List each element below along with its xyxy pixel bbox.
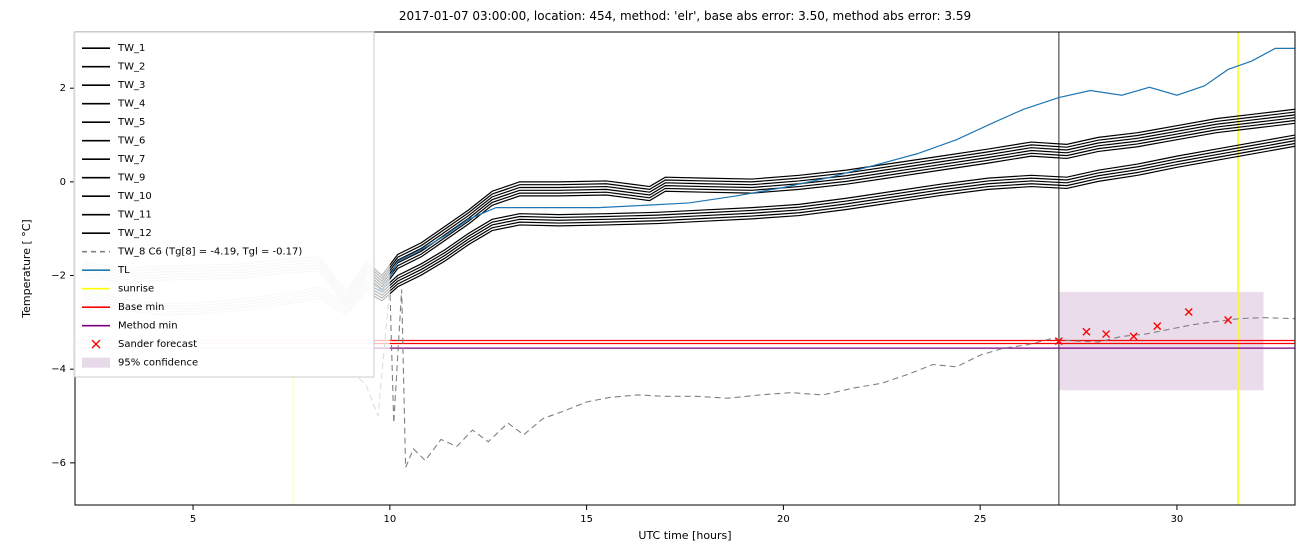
legend-label: TW_8 C6 (Tg[8] = -4.19, Tgl = -0.17) xyxy=(117,247,302,258)
x-tick-label: 10 xyxy=(383,514,396,525)
legend-label: TW_7 xyxy=(117,154,145,165)
legend-label: TW_6 xyxy=(117,136,145,147)
y-tick-label: 0 xyxy=(60,177,66,188)
y-axis-label: Temperature [ °C] xyxy=(20,219,33,318)
y-tick-label: −6 xyxy=(51,458,66,469)
x-tick-label: 15 xyxy=(580,514,593,525)
legend-label: sunrise xyxy=(118,284,154,295)
x-tick-label: 25 xyxy=(974,514,987,525)
legend-label: TL xyxy=(117,265,130,276)
legend-label: TW_12 xyxy=(117,228,152,239)
legend-label: TW_5 xyxy=(117,117,145,128)
x-tick-label: 5 xyxy=(190,514,196,525)
legend-label: TW_2 xyxy=(117,62,145,73)
legend-label: TW_3 xyxy=(117,80,145,91)
legend-label: TW_10 xyxy=(117,191,152,202)
legend-label: Base min xyxy=(118,302,164,313)
legend-swatch-patch xyxy=(82,358,110,368)
legend-label: TW_1 xyxy=(117,43,145,54)
legend-label: Sander forecast xyxy=(118,339,197,350)
legend-label: TW_11 xyxy=(117,210,152,221)
x-axis-label: UTC time [hours] xyxy=(638,529,731,542)
y-tick-label: −4 xyxy=(51,364,66,375)
y-tick-label: 2 xyxy=(60,83,66,94)
legend-label: 95% confidence xyxy=(118,358,198,369)
y-tick-label: −2 xyxy=(51,271,66,282)
chart-title: 2017-01-07 03:00:00, location: 454, meth… xyxy=(399,9,971,23)
legend-label: Method min xyxy=(118,321,178,332)
legend-label: TW_9 xyxy=(117,173,145,184)
x-tick-label: 20 xyxy=(777,514,790,525)
legend-label: TW_4 xyxy=(117,99,145,110)
temperature-forecast-chart: 2017-01-07 03:00:00, location: 454, meth… xyxy=(0,0,1313,547)
chart-container: 2017-01-07 03:00:00, location: 454, meth… xyxy=(0,0,1313,547)
x-tick-label: 30 xyxy=(1171,514,1184,525)
